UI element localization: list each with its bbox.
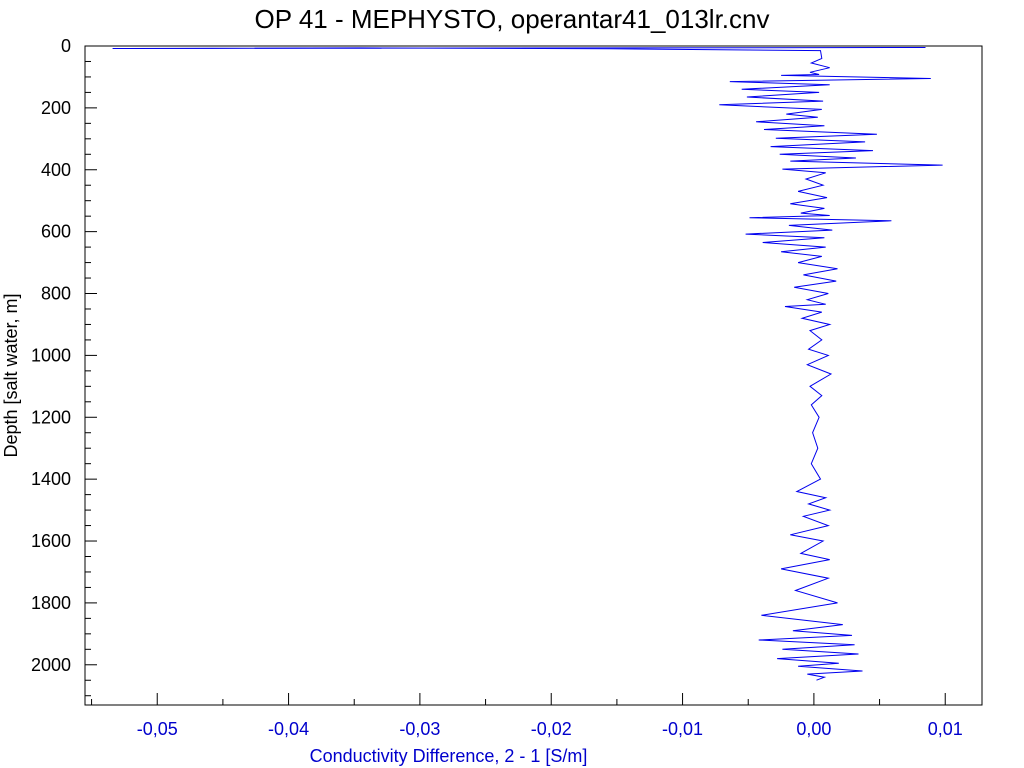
x-tick-label: -0,01 [662,719,703,739]
y-tick-label: 0 [61,36,71,56]
y-tick-label: 1600 [31,531,71,551]
x-tick-label: -0,05 [137,719,178,739]
series-line-conductivity-difference [112,47,943,681]
x-tick-label: -0,04 [268,719,309,739]
x-axis-ticks: -0,05 -0,04 -0,03 -0,02 -0,01 0,00 0,01 [91,693,963,739]
y-tick-label: 1200 [31,407,71,427]
x-tick-label: -0,02 [531,719,572,739]
x-axis-label: Conductivity Difference, 2 - 1 [S/m] [310,746,588,766]
plot-area-frame [84,45,983,706]
y-tick-label: 1000 [31,345,71,365]
y-axis-label: Depth [salt water, m] [1,293,21,457]
y-tick-label: 1400 [31,469,71,489]
chart-title: OP 41 - MEPHYSTO, operantar41_013lr.cnv [255,4,770,34]
x-tick-label: -0,03 [399,719,440,739]
x-tick-label: 0,00 [796,719,831,739]
y-tick-label: 2000 [31,655,71,675]
y-tick-label: 600 [41,222,71,242]
y-tick-label: 400 [41,160,71,180]
x-tick-label: 0,01 [928,719,963,739]
y-tick-label: 200 [41,98,71,118]
y-tick-label: 800 [41,284,71,304]
y-axis-ticks: 0 200 400 600 800 1000 1200 1400 1600 1800 2000 [31,36,97,697]
y-tick-label: 1800 [31,593,71,613]
